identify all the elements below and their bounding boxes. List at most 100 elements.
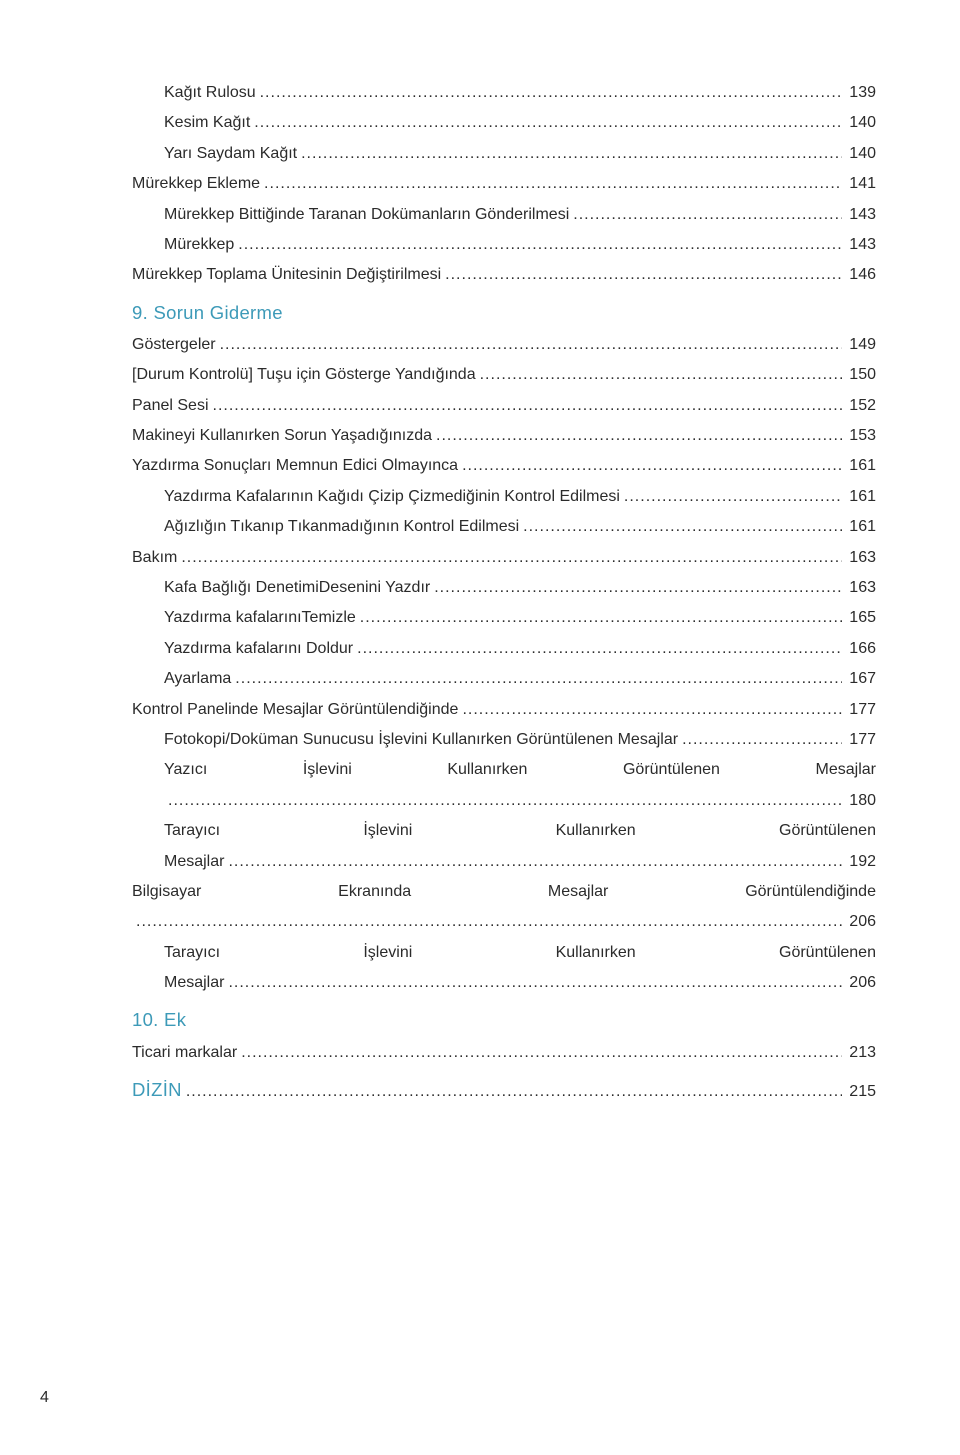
toc-entry: Bakım 163 — [100, 543, 876, 573]
dot-leader — [678, 725, 842, 755]
dot-leader — [297, 139, 842, 169]
toc-entry-word: Görüntülenen — [779, 816, 876, 846]
dot-leader — [519, 512, 842, 542]
toc-entry-label: Mürekkep Ekleme — [132, 169, 260, 199]
dot-leader — [620, 482, 842, 512]
toc-entry: Ticari markalar213 — [100, 1038, 876, 1068]
toc-entry-word: Görüntülenen — [779, 938, 876, 968]
toc-entry-page: 140 — [842, 108, 876, 138]
toc-entry: Yarı Saydam Kağıt140 — [100, 139, 876, 169]
dot-leader — [476, 360, 842, 390]
toc-entry-label: Kesim Kağıt — [164, 108, 250, 138]
toc-entry: Mürekkep Ekleme 141 — [100, 169, 876, 199]
toc-entry-label: [Durum Kontrolü] Tuşu için Gösterge Yand… — [132, 360, 476, 390]
toc-entry-page: 141 — [842, 169, 876, 199]
toc-entry-label: Panel Sesi — [132, 391, 209, 421]
toc-entry-label: Makineyi Kullanırken Sorun Yaşadığınızda — [132, 421, 432, 451]
dot-leader — [234, 230, 842, 260]
toc-entry-label: Kontrol Panelinde Mesajlar Görüntülendiğ… — [132, 695, 458, 725]
toc-entry-label: Yazdırma Kafalarının Kağıdı Çizip Çizmed… — [164, 482, 620, 512]
toc-entry-page: 152 — [842, 391, 876, 421]
toc-entry-page: 161 — [842, 512, 876, 542]
toc-entry-page: 161 — [842, 451, 876, 481]
toc-entry-word: Bilgisayar — [132, 877, 201, 907]
toc-entry-label: Mesajlar — [164, 847, 224, 877]
toc-entry: Kafa Bağlığı DenetimiDesenini Yazdır163 — [100, 573, 876, 603]
toc-entry-justified: YazıcıİşleviniKullanırkenGörüntülenenMes… — [100, 755, 876, 785]
toc-entry-page: 150 — [842, 360, 876, 390]
toc-entry-page: 165 — [842, 603, 876, 633]
toc-entry: Mesajlar 206 — [100, 968, 876, 998]
dot-leader — [432, 421, 842, 451]
toc-entry: Mürekkep 143 — [100, 230, 876, 260]
table-of-contents: Kağıt Rulosu139Kesim Kağıt 140Yarı Saydam… — [100, 78, 876, 1107]
toc-section-heading: 9. Sorun Giderme — [100, 295, 876, 330]
dot-leader — [458, 451, 842, 481]
toc-entry-label: Mesajlar — [164, 968, 224, 998]
toc-entry-page: 180 — [842, 786, 876, 816]
toc-entry-page: 166 — [842, 634, 876, 664]
toc-entry-label: Bakım — [132, 543, 177, 573]
dot-leader — [458, 695, 842, 725]
dot-leader — [260, 169, 842, 199]
toc-entry-word: Mesajlar — [816, 755, 876, 785]
toc-entry-page: 177 — [842, 695, 876, 725]
toc-entry: Göstergeler 149 — [100, 330, 876, 360]
toc-entry-page: 192 — [842, 847, 876, 877]
toc-entry-word: Kullanırken — [556, 938, 636, 968]
toc-entry-page: 177 — [842, 725, 876, 755]
toc-entry-page: 215 — [842, 1077, 876, 1107]
toc-entry-page: 163 — [842, 573, 876, 603]
toc-entry: Fotokopi/Doküman Sunucusu İşlevini Kulla… — [100, 725, 876, 755]
toc-entry: Panel Sesi 152 — [100, 391, 876, 421]
toc-entry-page: 206 — [842, 968, 876, 998]
toc-entry-word: Ekranında — [338, 877, 411, 907]
dot-leader — [256, 78, 842, 108]
toc-entry-word: Tarayıcı — [164, 816, 220, 846]
toc-entry-label: Ayarlama — [164, 664, 231, 694]
toc-entry-justified: TarayıcıİşleviniKullanırkenGörüntülenen — [100, 816, 876, 846]
toc-entry: Kesim Kağıt 140 — [100, 108, 876, 138]
toc-entry-continuation: 180 — [100, 786, 876, 816]
page: Kağıt Rulosu139Kesim Kağıt 140Yarı Saydam… — [0, 0, 960, 1455]
toc-section-label: DİZİN — [132, 1072, 182, 1107]
toc-entry-page: 149 — [842, 330, 876, 360]
toc-entry-word: İşlevini — [363, 938, 412, 968]
toc-entry-page: 140 — [842, 139, 876, 169]
toc-entry-label: Mürekkep Bittiğinde Taranan Dokümanların… — [164, 200, 569, 230]
toc-entry-word: Kullanırken — [556, 816, 636, 846]
dot-leader — [132, 907, 842, 937]
dot-leader — [430, 573, 842, 603]
toc-entry: Mürekkep Bittiğinde Taranan Dokümanların… — [100, 200, 876, 230]
dot-leader — [237, 1038, 842, 1068]
dot-leader — [224, 968, 842, 998]
toc-entry: Yazdırma kafalarını Doldur166 — [100, 634, 876, 664]
toc-entry: Yazdırma Sonuçları Memnun Edici Olmayınc… — [100, 451, 876, 481]
toc-entry-page: 167 — [842, 664, 876, 694]
toc-entry-page: 139 — [842, 78, 876, 108]
toc-entry-label: Göstergeler — [132, 330, 216, 360]
dot-leader — [164, 786, 842, 816]
toc-entry-word: Görüntülenen — [623, 755, 720, 785]
toc-entry: Kağıt Rulosu139 — [100, 78, 876, 108]
toc-section-heading: 10. Ek — [100, 1002, 876, 1037]
toc-entry-page: 143 — [842, 230, 876, 260]
toc-entry-page: 213 — [842, 1038, 876, 1068]
toc-entry-word: Tarayıcı — [164, 938, 220, 968]
toc-entry: Kontrol Panelinde Mesajlar Görüntülendiğ… — [100, 695, 876, 725]
toc-entry-page: 206 — [842, 907, 876, 937]
toc-entry: Makineyi Kullanırken Sorun Yaşadığınızda… — [100, 421, 876, 451]
toc-entry-justified: BilgisayarEkranındaMesajlarGörüntülendiğ… — [100, 877, 876, 907]
toc-entry-label: Mürekkep Toplama Ünitesinin Değiştirilme… — [132, 260, 441, 290]
toc-entry: [Durum Kontrolü] Tuşu için Gösterge Yand… — [100, 360, 876, 390]
dot-leader — [182, 1077, 842, 1107]
dot-leader — [441, 260, 842, 290]
toc-entry-page: 163 — [842, 543, 876, 573]
dot-leader — [569, 200, 842, 230]
toc-entry-label: Mürekkep — [164, 230, 234, 260]
toc-entry-continuation: 206 — [100, 907, 876, 937]
toc-entry-page: 161 — [842, 482, 876, 512]
dot-leader — [209, 391, 843, 421]
toc-entry-label: Yazdırma Sonuçları Memnun Edici Olmayınc… — [132, 451, 458, 481]
toc-entry: Ayarlama 167 — [100, 664, 876, 694]
